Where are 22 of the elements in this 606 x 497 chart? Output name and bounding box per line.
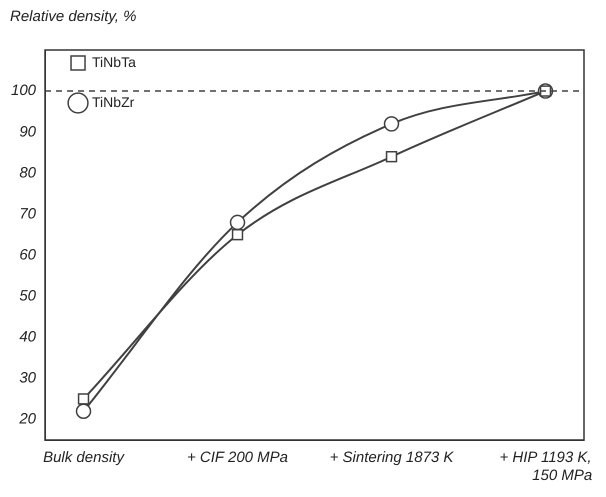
legend-label: TiNbZr [92, 94, 135, 110]
point [76, 404, 92, 420]
point [230, 214, 246, 230]
y-tick-label: 30 [19, 370, 37, 387]
y-tick-label: 60 [19, 246, 37, 264]
y-tick-label: 100 [10, 82, 37, 100]
x-tick-label: + CIF 200 MPa [187, 449, 288, 466]
point [386, 151, 398, 162]
x-tick-label: + Sintering 1873 K [330, 449, 454, 466]
point [384, 116, 400, 132]
legend-label: TiNbTa [92, 54, 136, 70]
y-axis-title: Relative density, % [10, 8, 138, 27]
y-tick-label: 70 [19, 205, 37, 222]
y-tick-label: 90 [19, 123, 37, 140]
y-tick-label: 20 [18, 410, 37, 428]
x-tick-label: + HIP 1193 K, 150 MPa [498, 449, 592, 484]
y-tick-label: 40 [19, 328, 37, 346]
y-tick-label: 80 [19, 164, 37, 182]
y-tick-label: 50 [19, 287, 37, 304]
point [232, 229, 244, 240]
point [78, 393, 90, 405]
x-tick-label: Bulk density [43, 449, 126, 466]
